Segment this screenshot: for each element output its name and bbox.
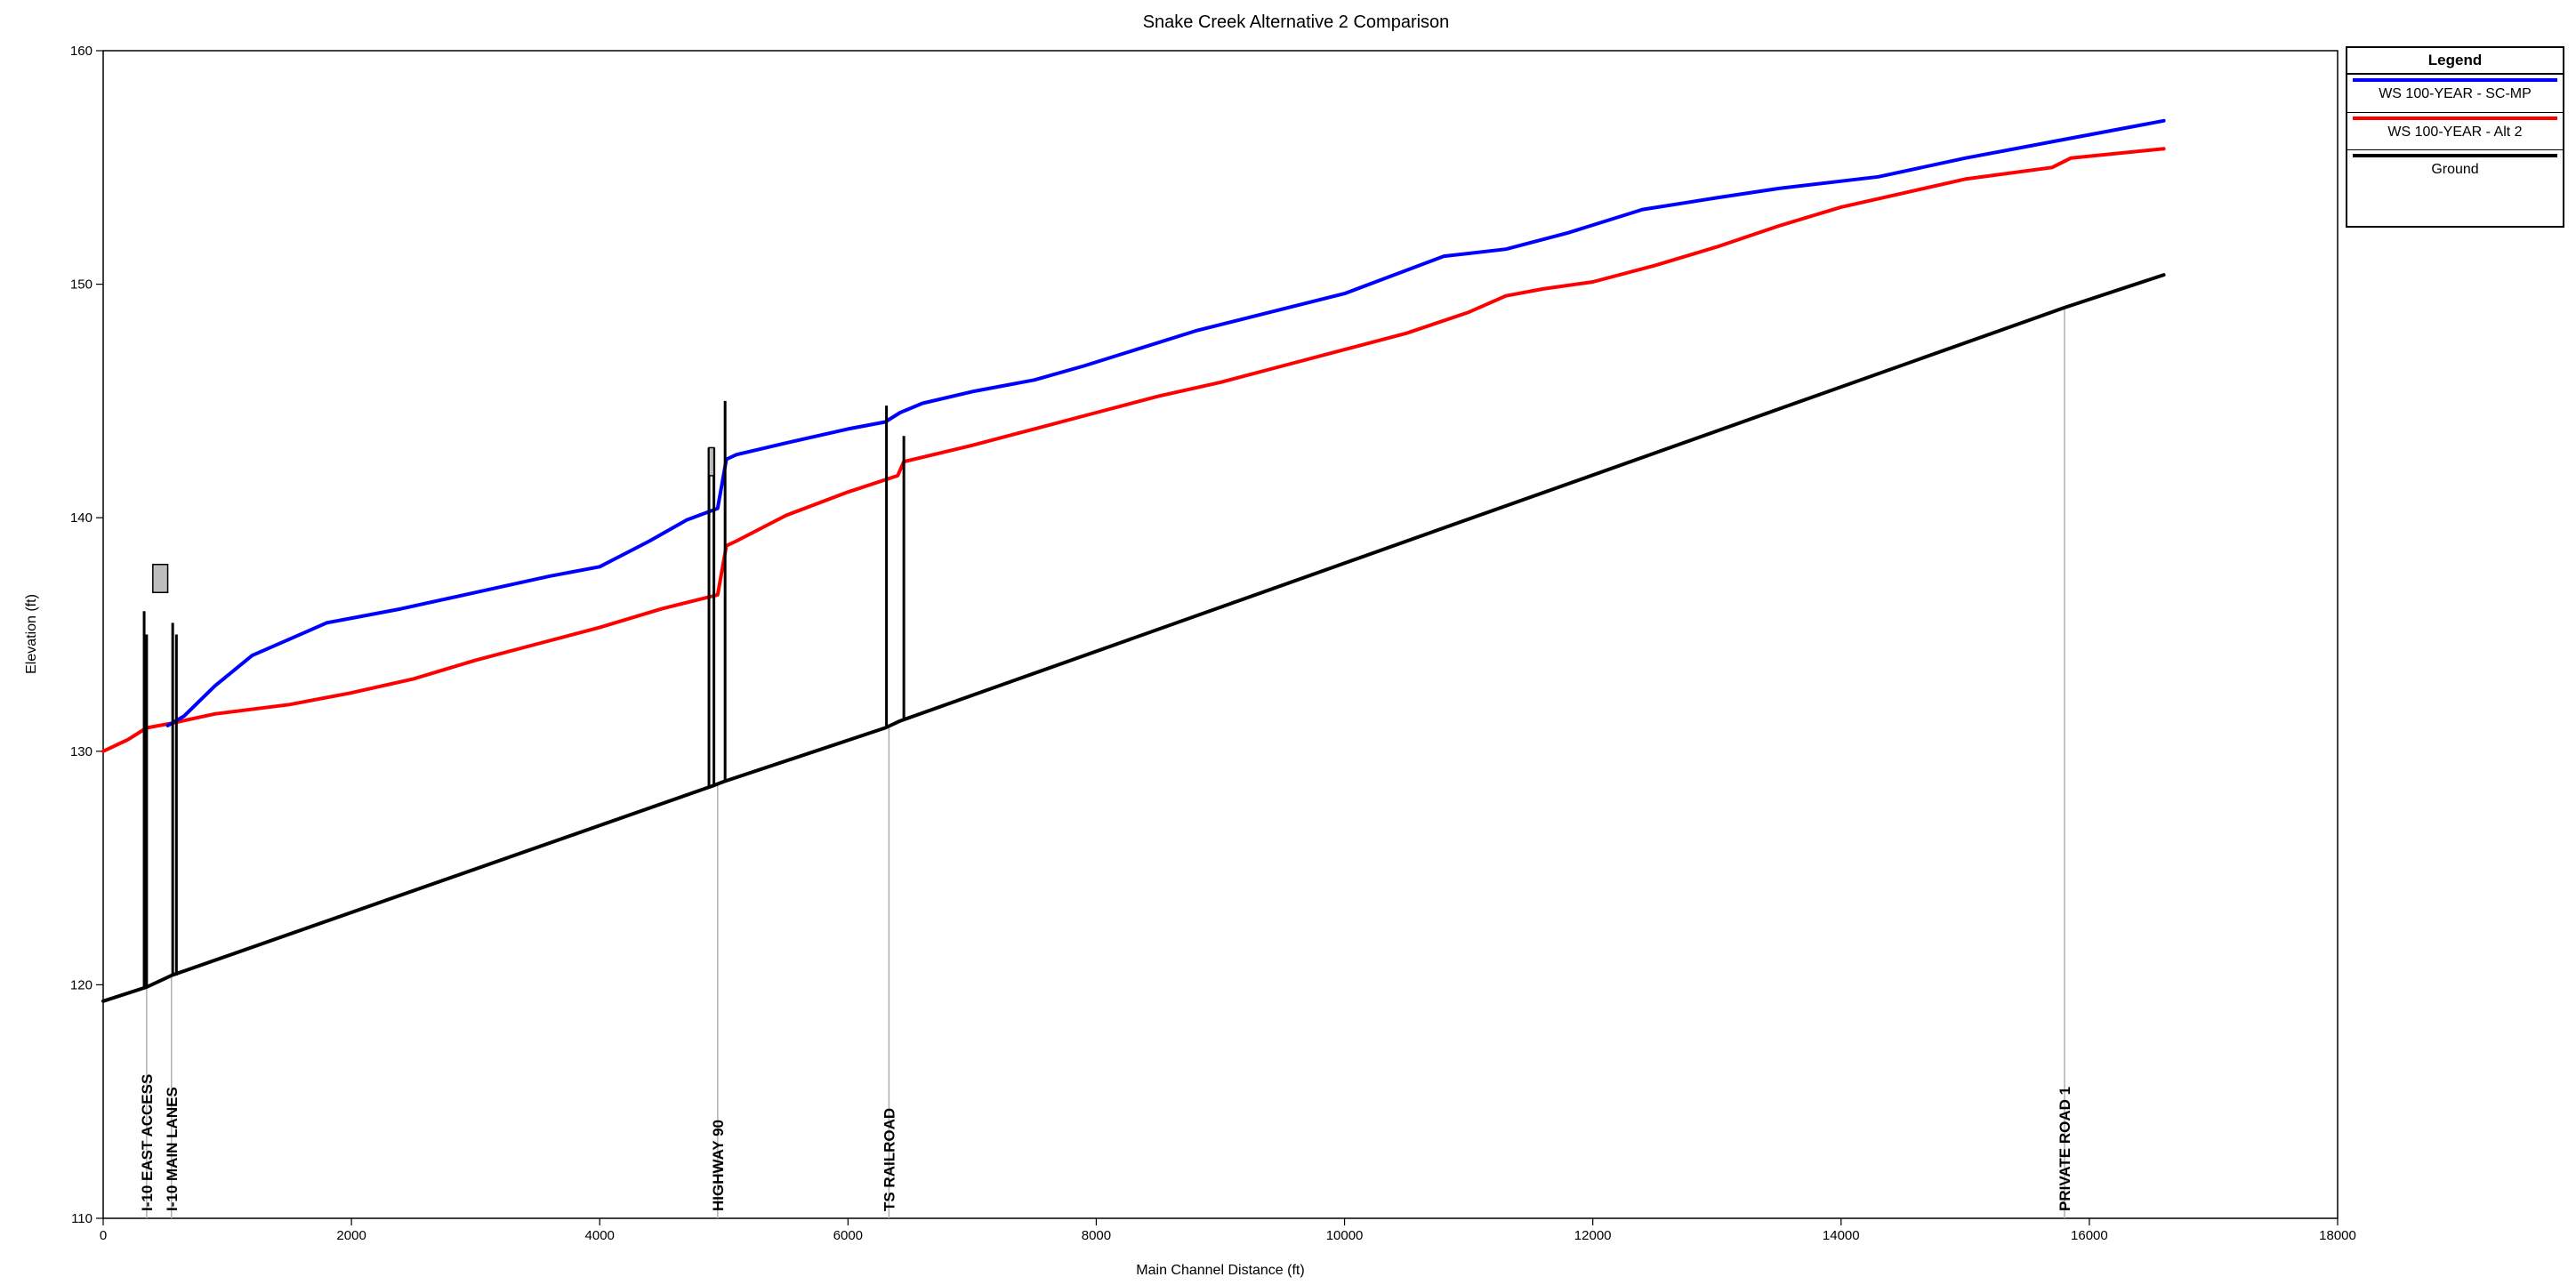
x-tick-label: 18000 [2319, 1228, 2356, 1243]
x-tick-label: 0 [100, 1228, 107, 1243]
x-tick-label: 16000 [2071, 1228, 2108, 1243]
y-tick-label: 130 [70, 744, 93, 759]
bridge-deck [708, 446, 715, 477]
structure-markers: I-10 EAST ACCESS I-10 MAIN LANES HIGHWAY 9… [139, 307, 2073, 1218]
chart-title: Snake Creek Alternative 2 Comparison [1143, 12, 1450, 32]
x-tick-label: 8000 [1082, 1228, 1111, 1243]
series-line-ws-100-year-sc-mp [165, 118, 2166, 727]
legend-label: Ground [2431, 162, 2479, 177]
series-line-ws-100-year-alt-2 [101, 147, 2166, 753]
legend-title: Legend [2347, 48, 2563, 75]
x-tick-label: 14000 [1823, 1228, 1860, 1243]
y-tick-label: 160 [70, 44, 93, 59]
x-tick-label: 10000 [1326, 1228, 1364, 1243]
legend-swatch-blue [2353, 78, 2557, 82]
structure-label: HIGHWAY 90 [710, 1120, 727, 1211]
x-tick-label: 12000 [1574, 1228, 1612, 1243]
plot-area [102, 50, 2339, 1219]
structure-label: PRIVATE ROAD 1 [2057, 1087, 2073, 1211]
legend-entry-alt-2: WS 100-YEAR - Alt 2 [2347, 112, 2563, 149]
series-lines [101, 118, 2166, 1003]
legend: Legend WS 100-YEAR - SC-MP WS 100-YEAR -… [2346, 46, 2564, 228]
y-tick-label: 150 [70, 277, 93, 293]
y-tick-label: 110 [71, 1211, 93, 1226]
y-tick-label: 140 [70, 510, 93, 526]
x-axis-label: Main Channel Distance (ft) [1136, 1263, 1304, 1278]
y-axis-label: Elevation (ft) [24, 594, 39, 674]
legend-entry-sc-mp: WS 100-YEAR - SC-MP [2347, 75, 2563, 112]
bridge-decks [142, 400, 906, 988]
structure-label: I-10 MAIN LANES [164, 1087, 181, 1211]
x-tick-label: 4000 [585, 1228, 615, 1243]
bridge-deck [152, 563, 169, 593]
structure-label: I-10 EAST ACCESS [139, 1074, 156, 1211]
series-line-ground [101, 273, 2166, 1003]
x-tick-label: 6000 [833, 1228, 863, 1243]
x-tick-label: 2000 [336, 1228, 366, 1243]
structure-label: TS RAILROAD [881, 1108, 898, 1211]
legend-entry-ground: Ground [2347, 149, 2563, 187]
legend-swatch-black [2353, 154, 2557, 157]
y-tick-label: 120 [70, 977, 93, 992]
legend-label: WS 100-YEAR - Alt 2 [2387, 124, 2523, 140]
axis-ticks: 0 2000 4000 6000 8000 10000 12000 14000 16000 180… [70, 44, 2356, 1243]
legend-label: WS 100-YEAR - SC-MP [2379, 86, 2532, 101]
legend-swatch-red [2353, 116, 2557, 120]
